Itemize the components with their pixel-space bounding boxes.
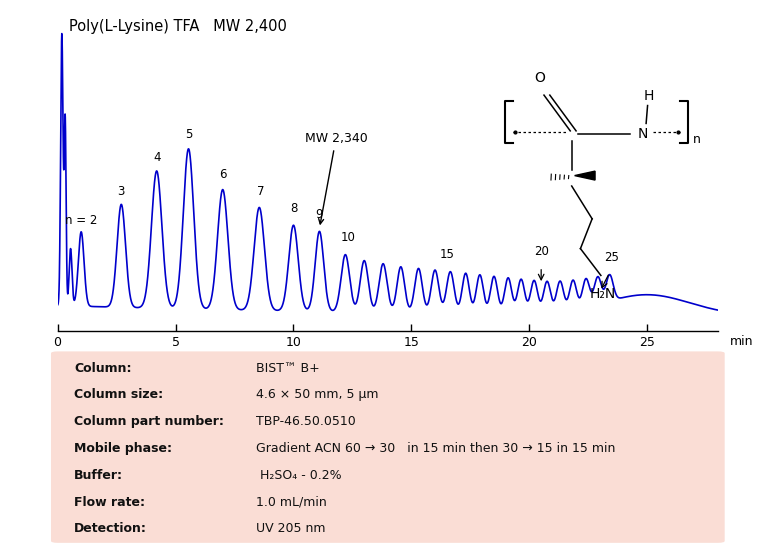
Text: 20: 20	[534, 245, 548, 258]
Text: Detection:: Detection:	[74, 522, 147, 535]
Text: 15: 15	[439, 248, 454, 261]
Text: Flow rate:: Flow rate:	[74, 496, 145, 508]
Text: H₂N: H₂N	[589, 288, 615, 301]
Text: min: min	[730, 336, 753, 348]
Text: BIST™ B+: BIST™ B+	[256, 362, 319, 374]
Text: MW 2,340: MW 2,340	[305, 132, 367, 224]
Text: 5: 5	[185, 128, 192, 141]
Text: 7: 7	[257, 185, 264, 198]
FancyBboxPatch shape	[51, 352, 725, 543]
Text: Gradient ACN 60 → 30   in 15 min then 30 → 15 in 15 min: Gradient ACN 60 → 30 in 15 min then 30 →…	[256, 442, 615, 455]
Text: UV 205 nm: UV 205 nm	[256, 522, 325, 535]
Text: 4.6 × 50 mm, 5 μm: 4.6 × 50 mm, 5 μm	[256, 389, 379, 401]
Text: 10: 10	[340, 231, 355, 244]
Text: 1.0 mL/min: 1.0 mL/min	[256, 496, 326, 508]
Text: 4: 4	[153, 151, 161, 164]
Text: N: N	[638, 127, 648, 141]
Text: 8: 8	[290, 203, 297, 215]
Text: Column:: Column:	[74, 362, 131, 374]
Polygon shape	[574, 171, 595, 180]
Text: H: H	[644, 88, 654, 103]
Text: Buffer:: Buffer:	[74, 469, 123, 482]
Text: Column part number:: Column part number:	[74, 415, 224, 428]
Text: n: n	[693, 133, 700, 146]
Text: n = 2: n = 2	[65, 214, 98, 227]
Text: H₂SO₄ - 0.2%: H₂SO₄ - 0.2%	[256, 469, 341, 482]
Text: 6: 6	[219, 168, 227, 181]
Text: O: O	[535, 71, 545, 84]
Text: TBP-46.50.0510: TBP-46.50.0510	[256, 415, 356, 428]
Text: Column size:: Column size:	[74, 389, 164, 401]
Text: 25: 25	[604, 251, 619, 264]
Text: Poly(L-Lysine) TFA   MW 2,400: Poly(L-Lysine) TFA MW 2,400	[69, 19, 287, 34]
Text: 3: 3	[118, 185, 125, 198]
Text: Mobile phase:: Mobile phase:	[74, 442, 172, 455]
Text: 9: 9	[316, 208, 323, 221]
